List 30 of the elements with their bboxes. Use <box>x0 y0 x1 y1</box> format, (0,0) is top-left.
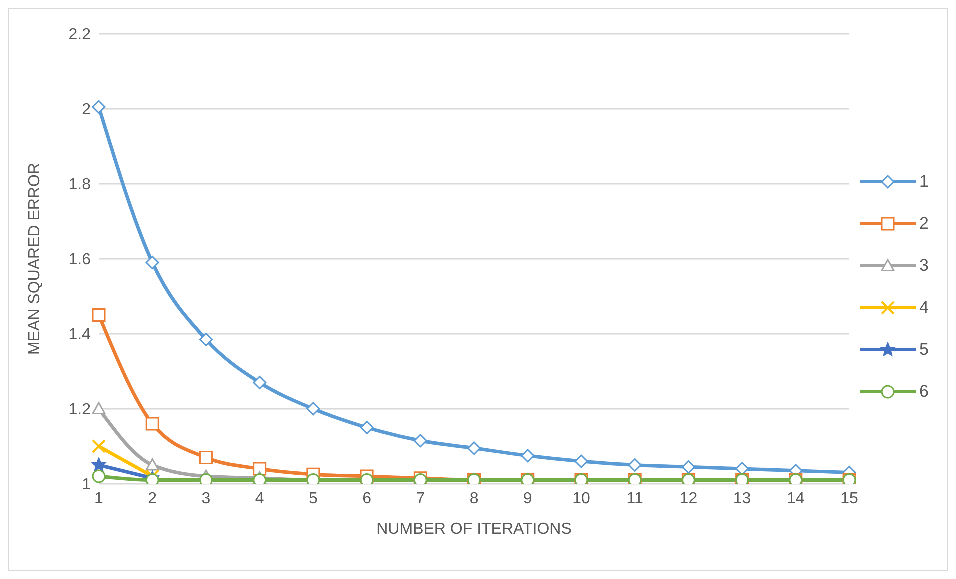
x-tick-label: 12 <box>680 490 698 508</box>
x-tick-label: 2 <box>148 490 158 508</box>
legend-label: 2 <box>920 214 929 234</box>
x-tick-label: 6 <box>362 490 372 508</box>
y-tick-label: 1.2 <box>68 402 92 419</box>
x-tick-label: 13 <box>733 490 752 508</box>
x-tick-label: 8 <box>470 490 479 508</box>
x-tick-label: 14 <box>787 490 805 508</box>
legend-label: 4 <box>920 298 929 318</box>
x-tick-label: 10 <box>572 490 590 508</box>
y-tick-label: 2 <box>82 102 92 119</box>
legend-label: 3 <box>920 256 929 276</box>
legend-label: 1 <box>920 172 929 192</box>
legend-label: 6 <box>920 382 929 402</box>
x-axis-title: NUMBER OF ITERATIONS <box>376 521 572 538</box>
y-axis-title: MEAN SQUARED ERROR <box>26 162 44 356</box>
y-tick-label: 2.2 <box>68 26 92 44</box>
legend-label: 5 <box>920 340 929 360</box>
y-tick-label: 1.6 <box>68 252 92 269</box>
x-tick-label: 5 <box>308 490 318 508</box>
x-tick-label: 7 <box>416 490 426 508</box>
x-tick-label: 9 <box>523 490 532 508</box>
y-tick-label: 1.8 <box>68 176 92 194</box>
x-tick-label: 11 <box>626 490 644 508</box>
x-tick-label: 3 <box>202 490 211 508</box>
x-tick-label: 4 <box>255 490 264 508</box>
x-tick-label: 1 <box>94 490 104 508</box>
x-tick-label: 15 <box>840 490 859 508</box>
y-tick-label: 1.4 <box>68 326 92 344</box>
y-tick-label: 1 <box>82 476 92 494</box>
